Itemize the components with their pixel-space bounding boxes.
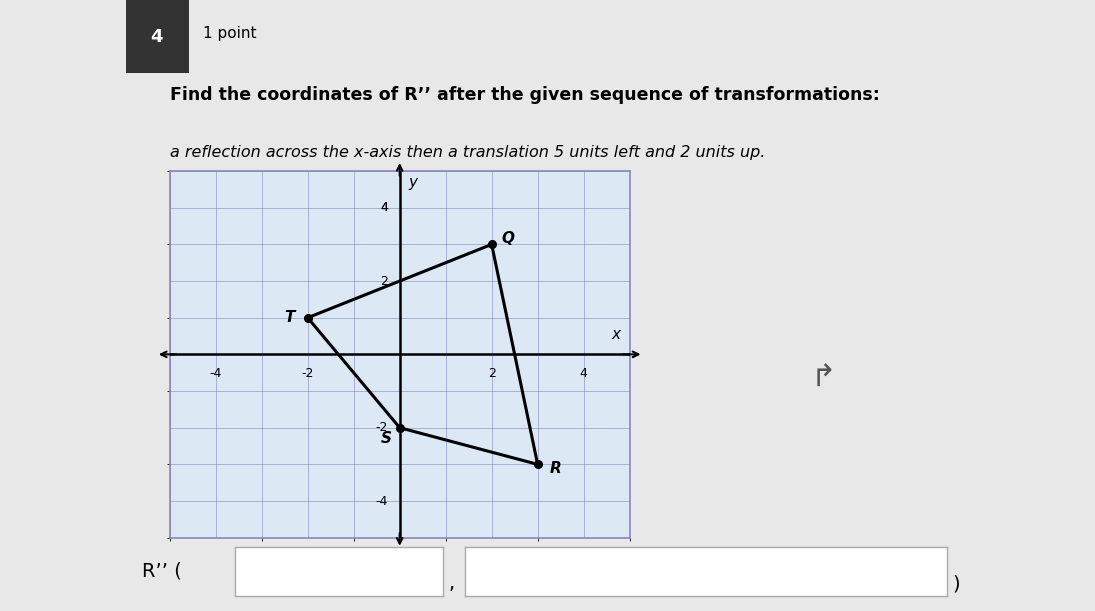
Text: ): ): [953, 574, 960, 593]
Text: S: S: [380, 431, 391, 446]
Text: -4: -4: [376, 494, 388, 508]
Text: -2: -2: [376, 421, 388, 434]
Text: ↱: ↱: [811, 364, 837, 393]
Text: Q: Q: [502, 232, 515, 246]
Text: x: x: [611, 326, 621, 342]
Text: -4: -4: [209, 367, 222, 380]
Text: R’’ (: R’’ (: [142, 562, 182, 581]
Text: 4: 4: [151, 27, 163, 46]
Text: y: y: [408, 175, 418, 189]
Text: 4: 4: [579, 367, 588, 380]
Text: 4: 4: [380, 201, 388, 214]
Text: R: R: [550, 461, 562, 475]
Text: 2: 2: [380, 274, 388, 288]
Text: ,: ,: [449, 574, 456, 593]
Text: 2: 2: [487, 367, 496, 380]
Text: a reflection across the x-axis then a translation 5 units left and 2 units up.: a reflection across the x-axis then a tr…: [170, 145, 765, 160]
Text: -2: -2: [301, 367, 314, 380]
Text: Find the coordinates of R’’ after the given sequence of transformations:: Find the coordinates of R’’ after the gi…: [170, 86, 879, 104]
Text: T: T: [284, 310, 295, 325]
Text: 4: 4: [380, 201, 388, 214]
Text: 1 point: 1 point: [204, 26, 257, 41]
FancyBboxPatch shape: [126, 0, 189, 73]
